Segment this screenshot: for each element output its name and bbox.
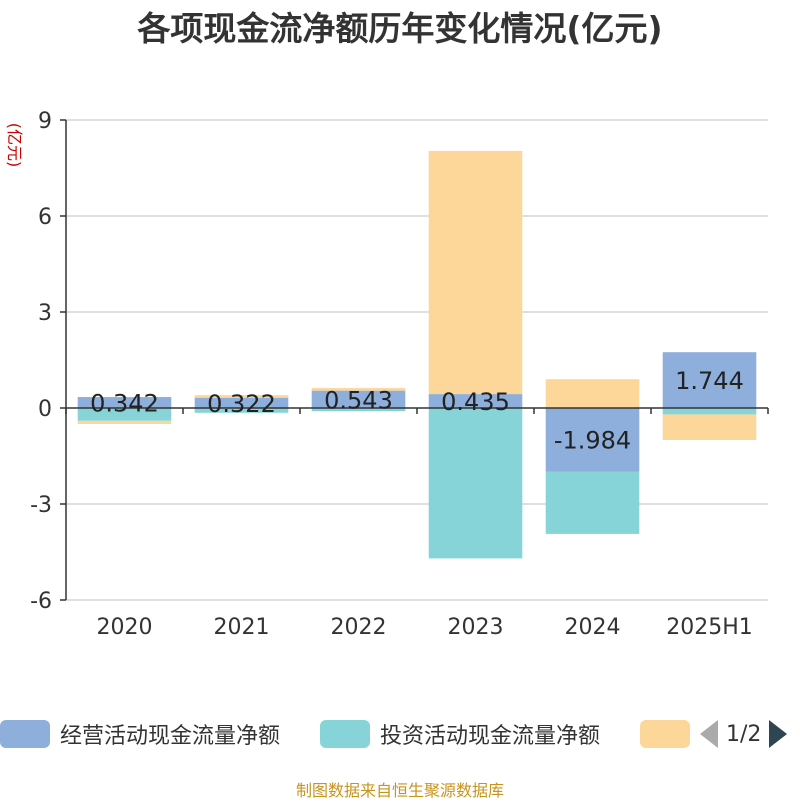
axes: -6 -3 0 3 6 9 2020 2021 2022 2023 2024 2025H1 bbox=[30, 109, 769, 640]
y-tick-label: -6 bbox=[30, 589, 52, 614]
data-labels: 0.342 0.322 0.543 0.435 -1.984 1.744 bbox=[90, 367, 744, 455]
bar-s1-2025H1[interactable] bbox=[662, 408, 757, 415]
bar-s1-2022[interactable] bbox=[311, 408, 406, 412]
bar-s0-2024[interactable] bbox=[545, 408, 640, 472]
legend-swatch-operating bbox=[0, 720, 50, 748]
x-tick-label: 2022 bbox=[331, 615, 387, 640]
bar-s1-2023[interactable] bbox=[428, 408, 523, 559]
x-tick-label: 2023 bbox=[448, 615, 504, 640]
bar-s1-2020[interactable] bbox=[77, 408, 172, 421]
legend-label-operating: 经营活动现金流量净额 bbox=[60, 724, 281, 749]
bar-s0-2022[interactable] bbox=[311, 390, 406, 408]
bar-s0-2025H1[interactable] bbox=[662, 352, 757, 408]
bar-s0-2021[interactable] bbox=[194, 397, 289, 408]
data-label: -1.984 bbox=[554, 427, 631, 455]
pager-text: 1/2 bbox=[726, 721, 762, 747]
y-tick-label: 9 bbox=[38, 109, 52, 134]
legend-swatch-investing bbox=[320, 720, 370, 748]
data-label: 0.435 bbox=[441, 388, 510, 416]
data-source-note: 制图数据来自恒生聚源数据库 bbox=[295, 781, 504, 800]
grid-lines bbox=[66, 119, 768, 601]
bar-s2-2020[interactable] bbox=[77, 420, 172, 424]
bar-s2-2023[interactable] bbox=[428, 150, 523, 395]
x-tick-label: 2025H1 bbox=[666, 615, 753, 640]
bars bbox=[77, 150, 757, 559]
pager-next-icon[interactable] bbox=[769, 720, 788, 748]
y-tick-label: 3 bbox=[38, 301, 52, 326]
legend-item-financing[interactable] bbox=[640, 716, 690, 752]
chart-title: 各项现金流净额历年变化情况(亿元) bbox=[137, 9, 663, 48]
legend-item-operating[interactable]: 经营活动现金流量净额 bbox=[0, 716, 280, 752]
data-label: 1.744 bbox=[675, 367, 744, 395]
legend-label-investing: 投资活动现金流量净额 bbox=[380, 724, 601, 749]
bar-s1-2024[interactable] bbox=[545, 471, 640, 534]
legend-swatch-financing bbox=[640, 720, 690, 748]
bar-s2-2025H1[interactable] bbox=[662, 414, 757, 440]
chart-area: -6 -3 0 3 6 9 2020 2021 2022 2023 2024 2025H1 0.342… bbox=[5, 109, 769, 640]
legend-item-investing[interactable]: 投资活动现金流量净额 bbox=[320, 716, 600, 752]
pager-prev-icon[interactable] bbox=[700, 720, 718, 748]
x-tick-label: 2024 bbox=[565, 615, 621, 640]
bar-s2-2022[interactable] bbox=[311, 388, 406, 391]
y-axis-unit: (亿元) bbox=[5, 123, 24, 168]
y-tick-label: -3 bbox=[30, 493, 52, 518]
data-label: 0.322 bbox=[207, 390, 276, 418]
x-tick-label: 2020 bbox=[97, 615, 153, 640]
y-tick-label: 6 bbox=[38, 205, 52, 230]
data-label: 0.543 bbox=[324, 386, 393, 414]
bar-s2-2024[interactable] bbox=[545, 379, 640, 408]
bar-s0-2020[interactable] bbox=[77, 397, 172, 408]
bar-s1-2021[interactable] bbox=[194, 408, 289, 413]
bar-s0-2023[interactable] bbox=[428, 394, 523, 408]
bar-s2-2021[interactable] bbox=[194, 395, 289, 398]
x-tick-label: 2021 bbox=[214, 615, 270, 640]
legend-pager: 1/2 bbox=[700, 716, 788, 752]
y-tick-label: 0 bbox=[38, 397, 52, 422]
data-label: 0.342 bbox=[90, 390, 159, 418]
legend: 经营活动现金流量净额 投资活动现金流量净额 1/2 bbox=[0, 716, 800, 752]
